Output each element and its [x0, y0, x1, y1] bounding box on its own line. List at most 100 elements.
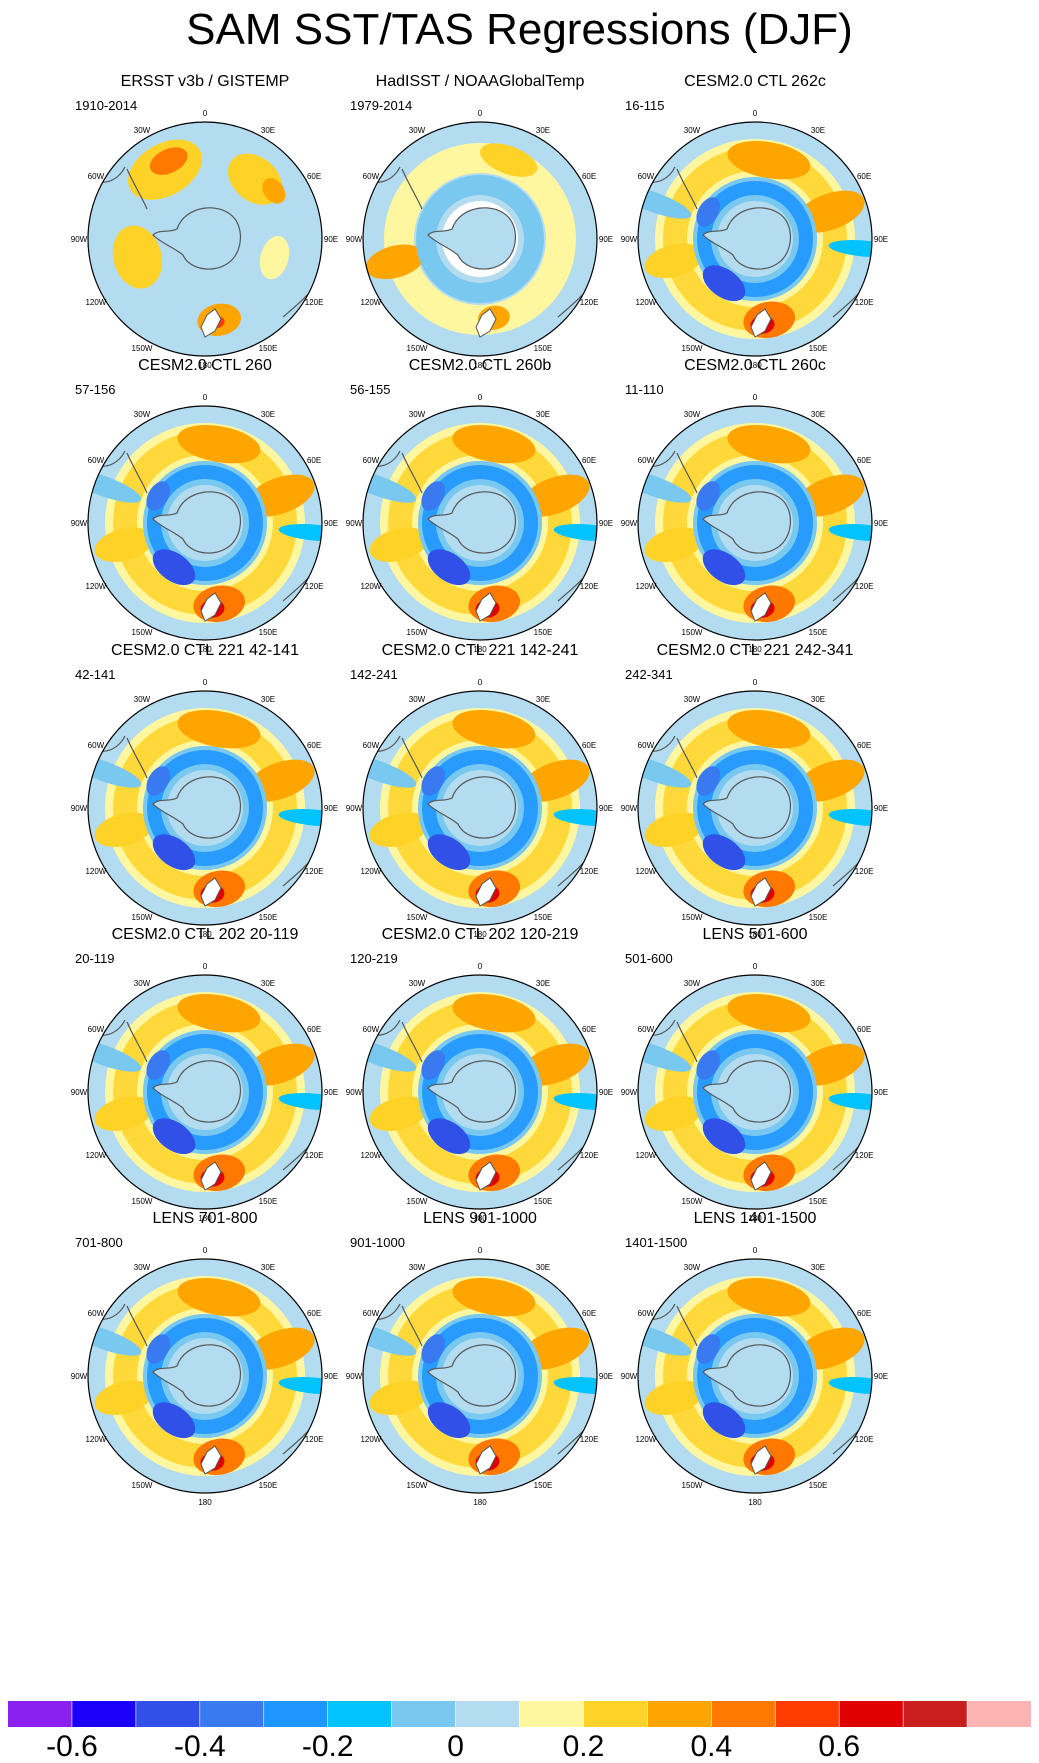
lon-tick-label: 30E [261, 979, 275, 988]
lon-tick-label: 30E [811, 126, 825, 135]
africa [838, 987, 856, 1011]
lon-tick-label: 150W [682, 1481, 703, 1490]
lon-tick-label: 30E [261, 410, 275, 419]
negative-lobe-east [828, 524, 872, 542]
colorbar-tick-label: 0.4 [690, 1730, 733, 1763]
positive-lobe-atlantic [177, 1278, 261, 1317]
negative-core-ross [427, 1118, 471, 1155]
polar-map: 0 30E 60E 90E 120E 150E 180 150W 120W 90W 60W 30W [621, 962, 888, 1223]
panel-title: CESM2.0 CTL 221 42-141 [111, 642, 299, 659]
negative-core-weddell [146, 481, 170, 511]
south-america [401, 737, 423, 779]
south-america [126, 1305, 148, 1347]
map-panel: 0 30E 60E 90E 120E 150E 180 150W 120W 90W 60W 30W LE… [605, 1209, 905, 1509]
lon-tick-label: 120E [855, 298, 874, 307]
positive-lobe-atlantic [452, 710, 536, 749]
lon-tick-label: 60E [857, 456, 871, 465]
colorbar-tick-label: 0 [447, 1730, 464, 1763]
africa [838, 134, 856, 158]
lon-tick-label: 90E [324, 1372, 338, 1381]
lon-tick-label: 150W [682, 628, 703, 637]
lon-tick-label: 0 [478, 1246, 483, 1255]
lon-tick-label: 90W [621, 1088, 638, 1097]
lon-tick-label: 60E [582, 1309, 596, 1318]
colorbar-labels: -0.6 -0.4 -0.2 0 0.2 0.4 0.6 [0, 1732, 1039, 1762]
colorbar-tick-label: -0.4 [173, 1730, 226, 1763]
lon-tick-label: 150W [132, 628, 153, 637]
lon-tick-label: 150E [259, 344, 278, 353]
map-panel: 0 30E 60E 90E 120E 150E 180 150W 120W 90W 60W 30W CE… [330, 925, 630, 1225]
lon-tick-label: 150W [682, 344, 703, 353]
panel-title: CESM2.0 CTL 221 242-341 [656, 642, 854, 659]
map-panel: 0 30E 60E 90E 120E 150E 180 150W 120W 90W 60W 30W CE… [605, 641, 905, 941]
lon-tick-label: 150E [809, 913, 828, 922]
colorbar-segment [71, 1701, 137, 1727]
lon-tick-label: 30E [536, 695, 550, 704]
negative-core-weddell [696, 1334, 720, 1364]
positive-lobe-pacific [369, 812, 429, 847]
map-border [362, 405, 598, 641]
negative-core-weddell [696, 1050, 720, 1080]
map-border [362, 974, 598, 1210]
lon-tick-label: 120E [855, 1435, 874, 1444]
lon-tick-label: 90W [346, 1372, 363, 1381]
lon-tick-label: 120W [360, 1151, 381, 1160]
lon-tick-label: 180 [473, 930, 487, 939]
lon-tick-label: 120E [855, 1151, 874, 1160]
lon-tick-label: 120W [85, 867, 106, 876]
lon-tick-label: 90E [599, 235, 613, 244]
lon-tick-label: 60W [88, 1025, 105, 1034]
negative-core-ross [427, 549, 471, 586]
new-zealand [200, 877, 222, 907]
antarctica [152, 207, 242, 270]
negative-core-weddell [696, 481, 720, 511]
lon-tick-label: 150W [132, 913, 153, 922]
lon-tick-label: 60W [638, 1025, 655, 1034]
lon-tick-label: 30W [134, 410, 151, 419]
lon-tick-label: 120E [305, 582, 324, 591]
lon-tick-label: 120E [305, 1435, 324, 1444]
antarctica [152, 1060, 242, 1123]
lon-tick-label: 0 [753, 678, 758, 687]
negative-lobe-east [828, 240, 872, 258]
panel-period: 242-341 [625, 667, 673, 682]
landmasses [94, 418, 320, 622]
map-border [87, 690, 323, 926]
lon-tick-label: 30W [409, 126, 426, 135]
lon-tick-label: 0 [203, 962, 208, 971]
negative-core-ross [152, 1118, 196, 1155]
lon-tick-label: 120E [855, 867, 874, 876]
lon-tick-label: 150E [259, 1197, 278, 1206]
lon-tick-label: 120W [85, 1151, 106, 1160]
lon-tick-label: 30E [536, 410, 550, 419]
lon-tick-label: 0 [203, 1246, 208, 1255]
lon-tick-label: 30W [684, 1263, 701, 1272]
regression-field [88, 975, 322, 1209]
colorbar-tick-label: 0.2 [562, 1730, 605, 1763]
panel-period: 1910-2014 [75, 98, 138, 113]
lon-tick-label: 180 [748, 361, 762, 370]
panel-period: 901-1000 [350, 1235, 405, 1250]
lon-tick-label: 30E [536, 126, 550, 135]
antarctica [427, 1060, 517, 1123]
panel-title: CESM2.0 CTL 262c [684, 73, 826, 90]
panel-period: 42-141 [75, 667, 116, 682]
lon-tick-label: 90W [621, 519, 638, 528]
map-panel: 0 30E 60E 90E 120E 150E 180 150W 120W 90W 60W 30W LE… [330, 1209, 630, 1509]
south-america [126, 452, 148, 494]
lon-tick-label: 30W [684, 126, 701, 135]
panel-title: CESM2.0 CTL 260 [138, 357, 272, 374]
lon-tick-label: 60W [363, 456, 380, 465]
lon-tick-label: 90E [324, 519, 338, 528]
polar-map: 0 30E 60E 90E 120E 150E 180 150W 120W 90W 60W 30W [621, 678, 888, 939]
lon-tick-label: 30W [409, 1263, 426, 1272]
lon-tick-label: 180 [748, 930, 762, 939]
positive-lobe-pacific [94, 1096, 154, 1131]
lon-tick-label: 150W [132, 1481, 153, 1490]
lon-tick-label: 90E [324, 1088, 338, 1097]
lon-tick-label: 90E [324, 235, 338, 244]
lon-tick-label: 90W [71, 519, 88, 528]
polar-map: 0 30E 60E 90E 120E 150E 180 150W 120W 90W 60W 30W [71, 1246, 338, 1507]
lon-tick-label: 90W [346, 1088, 363, 1097]
south-america [126, 168, 148, 210]
